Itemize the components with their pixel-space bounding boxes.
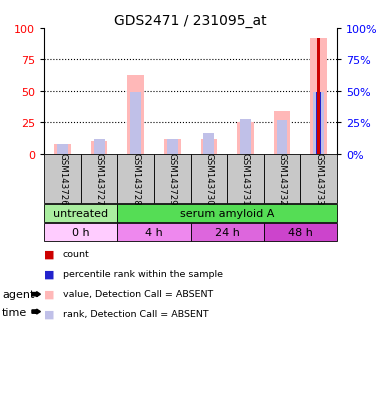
Text: ■: ■: [44, 269, 55, 279]
Text: 0 h: 0 h: [72, 227, 90, 237]
Text: 48 h: 48 h: [288, 227, 313, 237]
Text: GSM143727: GSM143727: [95, 153, 104, 206]
Bar: [44, 204, 117, 222]
Bar: [54, 145, 71, 154]
Bar: [201, 140, 217, 154]
Bar: [264, 223, 337, 241]
Bar: [313, 93, 324, 154]
Bar: [117, 154, 154, 204]
Text: rank, Detection Call = ABSENT: rank, Detection Call = ABSENT: [63, 309, 208, 318]
Bar: [130, 93, 141, 154]
Bar: [154, 154, 191, 204]
Bar: [94, 140, 105, 154]
Title: GDS2471 / 231095_at: GDS2471 / 231095_at: [114, 14, 267, 28]
Bar: [237, 123, 254, 154]
Text: value, Detection Call = ABSENT: value, Detection Call = ABSENT: [63, 289, 213, 298]
Text: GSM143730: GSM143730: [204, 153, 213, 206]
Text: untreated: untreated: [53, 208, 109, 218]
Text: agent: agent: [2, 290, 34, 299]
Text: serum amyloid A: serum amyloid A: [180, 208, 275, 218]
Bar: [310, 39, 327, 154]
Text: ■: ■: [44, 309, 55, 318]
Text: GSM143729: GSM143729: [168, 153, 177, 206]
Bar: [44, 223, 117, 241]
Text: 24 h: 24 h: [215, 227, 239, 237]
Bar: [264, 154, 300, 204]
Bar: [300, 154, 337, 204]
Text: GSM143726: GSM143726: [58, 153, 67, 206]
Bar: [191, 154, 227, 204]
Text: 4 h: 4 h: [145, 227, 163, 237]
Bar: [127, 76, 144, 154]
Text: time: time: [2, 307, 27, 317]
Bar: [117, 204, 337, 222]
Text: GSM143732: GSM143732: [278, 153, 286, 206]
Text: ■: ■: [44, 249, 55, 259]
Bar: [117, 223, 191, 241]
Bar: [164, 140, 181, 154]
Bar: [167, 140, 178, 154]
Bar: [317, 39, 320, 154]
Bar: [274, 112, 290, 154]
Text: count: count: [63, 249, 89, 259]
Bar: [203, 133, 214, 154]
Text: GSM143731: GSM143731: [241, 153, 250, 206]
Bar: [240, 119, 251, 154]
Bar: [91, 142, 107, 154]
Bar: [191, 223, 264, 241]
Bar: [57, 145, 68, 154]
Text: ■: ■: [44, 289, 55, 299]
Bar: [316, 93, 321, 154]
Text: GSM143728: GSM143728: [131, 153, 140, 206]
Bar: [81, 154, 117, 204]
Text: percentile rank within the sample: percentile rank within the sample: [63, 269, 223, 278]
Bar: [227, 154, 264, 204]
Bar: [276, 121, 288, 154]
Bar: [44, 154, 81, 204]
Text: GSM143733: GSM143733: [314, 153, 323, 206]
